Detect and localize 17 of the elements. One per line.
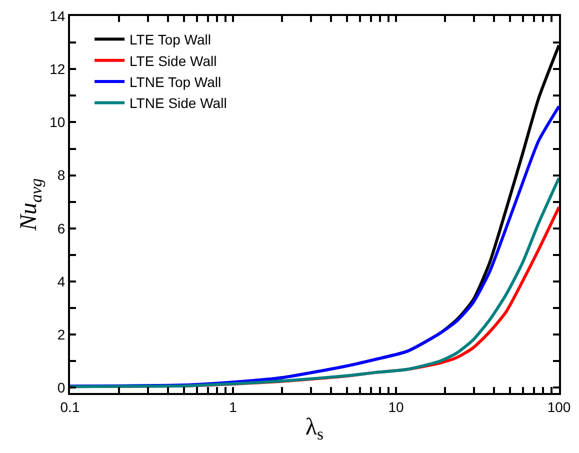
legend-label: LTE Top Wall xyxy=(130,32,211,48)
x-tick-label: 10 xyxy=(388,398,404,415)
legend-label: LTNE Top Wall xyxy=(130,74,222,90)
y-tick-label: 14 xyxy=(50,8,66,24)
x-tick-label: 100 xyxy=(547,398,571,415)
y-tick-label: 2 xyxy=(57,326,66,342)
y-tick-label: 8 xyxy=(57,167,66,184)
y-tick-label: 10 xyxy=(50,114,66,130)
y-tick-label: 12 xyxy=(50,61,66,77)
x-tick-label: 1 xyxy=(229,398,238,415)
x-axis-title: λ$_{s}$ xyxy=(305,414,324,444)
y-tick-label: 4 xyxy=(57,273,66,290)
legend-label: LTE Side Wall xyxy=(130,52,217,69)
x-tick-label: 0.1 xyxy=(60,398,80,415)
y-tick-label: 6 xyxy=(57,220,66,236)
y-tick-label: 0 xyxy=(57,380,66,396)
legend-label: LTNE Side Wall xyxy=(130,95,227,112)
